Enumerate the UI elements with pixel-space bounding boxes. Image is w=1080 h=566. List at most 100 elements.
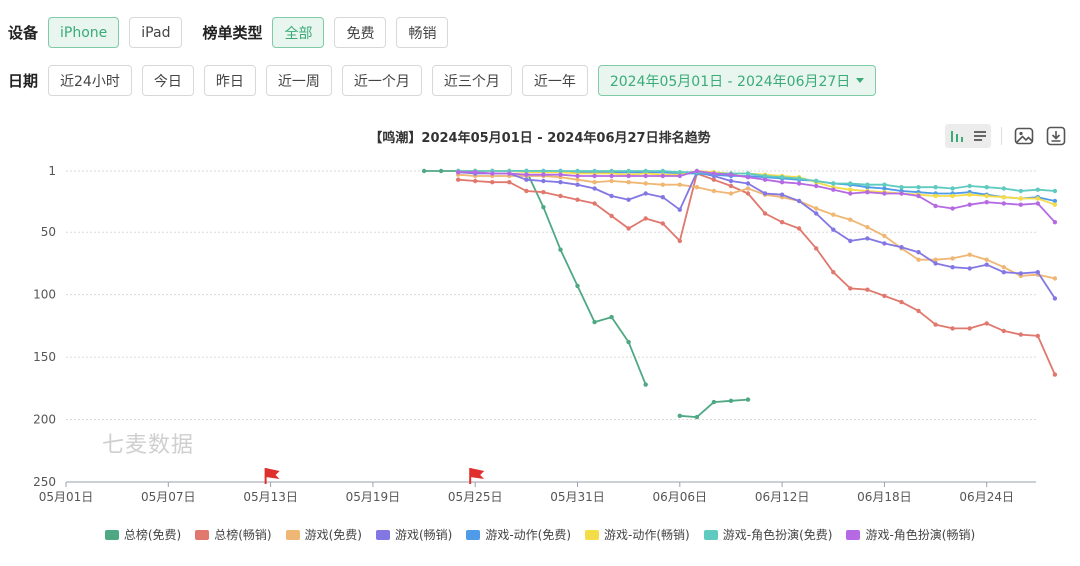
data-point xyxy=(984,185,989,190)
data-point xyxy=(882,293,887,299)
data-point xyxy=(831,181,836,186)
data-point xyxy=(984,262,989,267)
x-tick-label: 06月18日 xyxy=(857,490,912,504)
data-point xyxy=(456,177,461,182)
data-point xyxy=(899,191,904,196)
legend-item[interactable]: 游戏(免费) xyxy=(285,526,362,543)
data-point xyxy=(728,183,734,189)
list-type-label: 榜单类型 xyxy=(202,24,263,42)
data-point xyxy=(626,197,631,202)
data-point xyxy=(575,168,580,174)
data-point xyxy=(609,193,614,199)
device-ipad-button[interactable]: iPad xyxy=(129,17,183,48)
data-point xyxy=(1035,270,1041,275)
legend-swatch xyxy=(703,529,718,540)
data-point xyxy=(575,283,580,289)
data-point xyxy=(950,206,955,211)
data-point xyxy=(967,202,972,207)
data-point xyxy=(831,212,836,217)
date-3months-button[interactable]: 近三个月 xyxy=(431,65,512,96)
data-point xyxy=(899,299,904,305)
data-point xyxy=(728,398,734,403)
series-line xyxy=(424,170,647,385)
legend-item[interactable]: 总榜(免费) xyxy=(104,526,181,543)
data-point xyxy=(456,170,461,175)
chart-legend: 总榜(免费) 总榜(畅销) 游戏(免费) 游戏(畅销) 游戏-动作(免费) 游戏-动作(畅… xyxy=(0,526,1080,543)
data-point xyxy=(1035,196,1041,201)
x-tick-label: 05月13日 xyxy=(243,490,298,504)
data-point xyxy=(660,173,665,179)
list-type-all-button[interactable]: 全部 xyxy=(272,17,325,48)
date-yesterday-button[interactable]: 昨日 xyxy=(203,65,256,96)
data-point xyxy=(541,172,546,177)
watermark: 七麦数据 xyxy=(102,433,195,458)
list-type-free-button[interactable]: 免费 xyxy=(334,17,387,48)
date-range-picker[interactable]: 2024年05月01日 - 2024年06月27日 xyxy=(597,65,877,96)
data-point xyxy=(490,171,495,176)
data-point xyxy=(899,185,904,190)
data-point xyxy=(1001,270,1006,275)
data-point xyxy=(1052,198,1058,204)
data-point xyxy=(711,171,717,176)
date-today-button[interactable]: 今日 xyxy=(141,65,194,96)
legend-item[interactable]: 游戏-动作(畅销) xyxy=(585,526,690,543)
data-point xyxy=(1018,196,1023,201)
legend-item[interactable]: 游戏(畅销) xyxy=(375,526,453,543)
series-line xyxy=(458,170,1055,192)
image-icon[interactable] xyxy=(1014,126,1034,146)
date-week-button[interactable]: 近一周 xyxy=(265,65,332,96)
list-icon[interactable] xyxy=(973,129,987,143)
date-year-button[interactable]: 近一年 xyxy=(521,65,588,96)
data-point xyxy=(541,205,546,210)
data-point xyxy=(507,171,512,176)
y-tick-label: 200 xyxy=(33,413,56,427)
data-point xyxy=(1052,188,1058,194)
x-tick-label: 05月01日 xyxy=(39,490,94,504)
data-point xyxy=(643,191,648,196)
data-point xyxy=(660,221,665,226)
data-point xyxy=(796,176,802,181)
data-point xyxy=(967,192,972,197)
data-point xyxy=(524,177,529,182)
legend-item[interactable]: 游戏-角色扮演(畅销) xyxy=(846,526,975,543)
legend-item[interactable]: 游戏-角色扮演(免费) xyxy=(703,526,832,543)
legend-label: 游戏(畅销) xyxy=(394,528,453,542)
data-point xyxy=(967,326,972,331)
data-point xyxy=(1035,187,1041,192)
data-point xyxy=(796,181,802,186)
data-point xyxy=(660,168,665,174)
download-icon[interactable] xyxy=(1046,126,1066,146)
data-point xyxy=(865,287,870,292)
series-1 xyxy=(456,171,1058,377)
legend-item[interactable]: 总榜(畅销) xyxy=(195,526,272,543)
data-point xyxy=(762,177,768,182)
data-point xyxy=(984,193,989,199)
data-point xyxy=(677,170,682,175)
data-point xyxy=(592,180,597,185)
data-point xyxy=(916,308,921,314)
device-iphone-button[interactable]: iPhone xyxy=(48,17,120,48)
data-point xyxy=(882,182,887,187)
data-point xyxy=(609,173,614,179)
data-point xyxy=(814,206,819,211)
filter-row-date: 日期 近24小时 今日 昨日 近一周 近一个月 近三个月 近一年 2024年05… xyxy=(0,65,886,96)
date-24h-button[interactable]: 近24小时 xyxy=(48,65,132,96)
data-point xyxy=(609,213,614,219)
legend-item[interactable]: 游戏-动作(免费) xyxy=(466,526,571,543)
data-point xyxy=(933,193,938,199)
data-point xyxy=(814,211,819,216)
data-point xyxy=(831,227,836,232)
bar-chart-icon[interactable] xyxy=(950,129,964,143)
x-tick-label: 05月25日 xyxy=(448,490,503,504)
date-month-button[interactable]: 近一个月 xyxy=(341,65,422,96)
data-point xyxy=(1001,195,1006,200)
date-label: 日期 xyxy=(8,72,39,90)
flag-marker-icon xyxy=(469,468,485,484)
data-point xyxy=(558,172,563,177)
date-range-value: 2024年05月01日 - 2024年06月27日 xyxy=(609,73,851,90)
data-point xyxy=(694,185,700,190)
data-point xyxy=(882,241,887,246)
legend-swatch xyxy=(375,529,390,540)
data-point xyxy=(762,191,768,196)
list-type-grossing-button[interactable]: 畅销 xyxy=(396,17,449,48)
